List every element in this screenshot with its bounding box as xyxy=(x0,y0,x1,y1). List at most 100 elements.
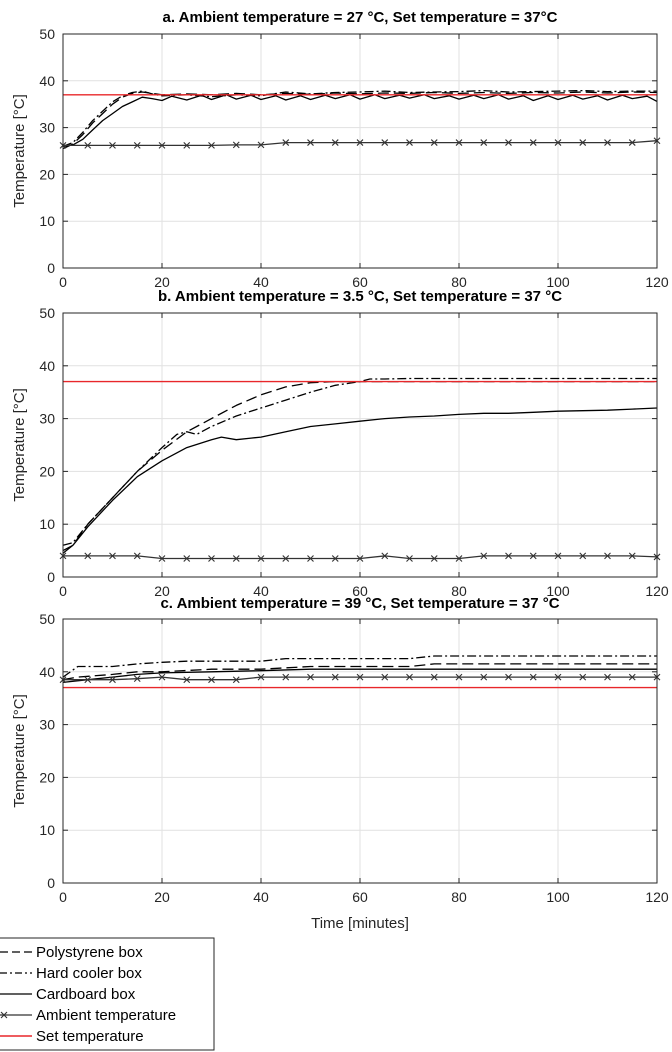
x-tick-label: 100 xyxy=(546,889,570,905)
data-point-ambient-temperature xyxy=(257,555,265,562)
series-line-hard-cooler-box xyxy=(62,655,657,678)
y-tick-label: 50 xyxy=(39,611,55,627)
data-point-ambient-temperature xyxy=(307,555,314,562)
series-line-polystyrene-box xyxy=(62,91,658,150)
legend-label-set-temperature: Set temperature xyxy=(36,1028,144,1045)
data-point-ambient-temperature xyxy=(554,552,562,560)
series-line-polystyrene-box xyxy=(62,663,657,681)
data-point-ambient-temperature xyxy=(455,673,463,681)
data-point-ambient-temperature xyxy=(430,673,438,681)
chart-title: a. Ambient temperature = 27 °C, Set temp… xyxy=(163,9,558,26)
x-tick-label: 100 xyxy=(546,583,570,599)
data-point-ambient-temperature xyxy=(84,552,92,560)
x-tick-label: 120 xyxy=(645,274,669,290)
y-tick-label: 0 xyxy=(47,260,55,276)
data-point-ambient-temperature xyxy=(628,139,636,146)
y-tick-label: 10 xyxy=(39,213,55,229)
x-tick-label: 0 xyxy=(59,889,67,905)
data-point-ambient-temperature xyxy=(232,555,240,562)
x-tick-label: 60 xyxy=(352,583,368,599)
data-point-ambient-temperature xyxy=(480,139,488,146)
data-point-ambient-temperature xyxy=(406,673,413,681)
x-tick-label: 60 xyxy=(352,274,368,290)
data-point-ambient-temperature xyxy=(529,139,537,146)
data-point-ambient-temperature xyxy=(133,675,141,683)
x-tick-label: 20 xyxy=(154,583,170,599)
data-point-ambient-temperature xyxy=(208,555,215,562)
data-point-ambient-temperature xyxy=(84,676,92,684)
data-point-ambient-temperature xyxy=(604,139,611,146)
y-tick-label: 20 xyxy=(39,463,55,479)
data-point-ambient-temperature xyxy=(109,676,116,684)
y-axis-label: Temperature [°C] xyxy=(11,388,28,502)
data-point-ambient-temperature xyxy=(480,552,488,560)
x-tick-label: 20 xyxy=(154,889,170,905)
y-tick-label: 30 xyxy=(39,411,55,427)
y-tick-label: 30 xyxy=(39,717,55,733)
x-tick-label: 120 xyxy=(645,889,669,905)
y-tick-label: 50 xyxy=(39,305,55,321)
data-point-ambient-temperature xyxy=(183,676,191,684)
x-tick-label: 20 xyxy=(154,274,170,290)
data-point-ambient-temperature xyxy=(406,555,413,562)
y-tick-label: 10 xyxy=(39,822,55,838)
series-line-hard-cooler-box xyxy=(62,89,657,147)
data-point-ambient-temperature xyxy=(529,552,537,560)
data-point-ambient-temperature xyxy=(455,555,463,562)
data-point-ambient-temperature xyxy=(133,552,141,560)
data-point-ambient-temperature xyxy=(257,141,265,149)
data-point-ambient-temperature xyxy=(505,673,512,681)
data-point-ambient-temperature xyxy=(455,139,463,146)
series-line-hard-cooler-box xyxy=(62,377,657,546)
x-tick-label: 0 xyxy=(59,274,67,290)
data-point-ambient-temperature xyxy=(232,141,240,149)
data-point-ambient-temperature xyxy=(208,676,215,684)
y-tick-label: 40 xyxy=(39,358,55,374)
data-point-ambient-temperature xyxy=(356,555,364,562)
data-point-ambient-temperature xyxy=(331,555,339,562)
x-tick-label: 100 xyxy=(546,274,570,290)
data-point-ambient-temperature xyxy=(579,552,587,560)
data-point-ambient-temperature xyxy=(257,673,265,681)
chart-title: c. Ambient temperature = 39 °C, Set temp… xyxy=(160,595,559,612)
data-point-ambient-temperature xyxy=(331,139,339,146)
data-point-ambient-temperature xyxy=(579,673,587,681)
y-tick-label: 20 xyxy=(39,769,55,785)
data-point-ambient-temperature xyxy=(282,555,290,562)
data-point-ambient-temperature xyxy=(183,141,191,149)
x-tick-label: 60 xyxy=(352,889,368,905)
data-point-ambient-temperature xyxy=(628,673,636,681)
data-point-ambient-temperature xyxy=(307,673,314,681)
data-point-ambient-temperature xyxy=(430,555,438,562)
chart-title: b. Ambient temperature = 3.5 °C, Set tem… xyxy=(158,288,562,305)
y-axis-label: Temperature [°C] xyxy=(11,694,28,808)
y-tick-label: 0 xyxy=(47,569,55,585)
legend-label-ambient-temperature: Ambient temperature xyxy=(36,1007,176,1024)
data-point-ambient-temperature xyxy=(331,673,339,681)
data-point-ambient-temperature xyxy=(158,673,166,681)
data-point-ambient-temperature xyxy=(109,552,116,560)
y-tick-label: 40 xyxy=(39,664,55,680)
y-axis-label: Temperature [°C] xyxy=(11,94,28,208)
y-tick-label: 20 xyxy=(39,166,55,182)
data-point-ambient-temperature xyxy=(356,673,364,681)
data-point-ambient-temperature xyxy=(505,552,512,560)
data-point-ambient-temperature xyxy=(282,673,290,681)
data-point-ambient-temperature xyxy=(628,552,636,560)
data-point-ambient-temperature xyxy=(579,139,587,146)
data-point-ambient-temperature xyxy=(554,673,562,681)
data-point-ambient-temperature xyxy=(133,141,141,149)
legend-box xyxy=(0,937,215,1051)
y-tick-label: 30 xyxy=(39,120,55,136)
series-line-cardboard-box xyxy=(62,668,657,684)
data-point-ambient-temperature xyxy=(381,673,389,681)
data-point-ambient-temperature xyxy=(183,555,191,562)
data-point-ambient-temperature xyxy=(208,141,215,149)
x-tick-label: 80 xyxy=(451,274,467,290)
data-point-ambient-temperature xyxy=(554,139,562,146)
x-tick-label: 0 xyxy=(59,583,67,599)
chart-panel-3: 0 20 40 60 80 100 120 0 10 20 30 40 50 c. Ambient tem… xyxy=(11,595,669,932)
x-tick-label: 120 xyxy=(645,583,669,599)
data-point-ambient-temperature xyxy=(307,139,314,146)
